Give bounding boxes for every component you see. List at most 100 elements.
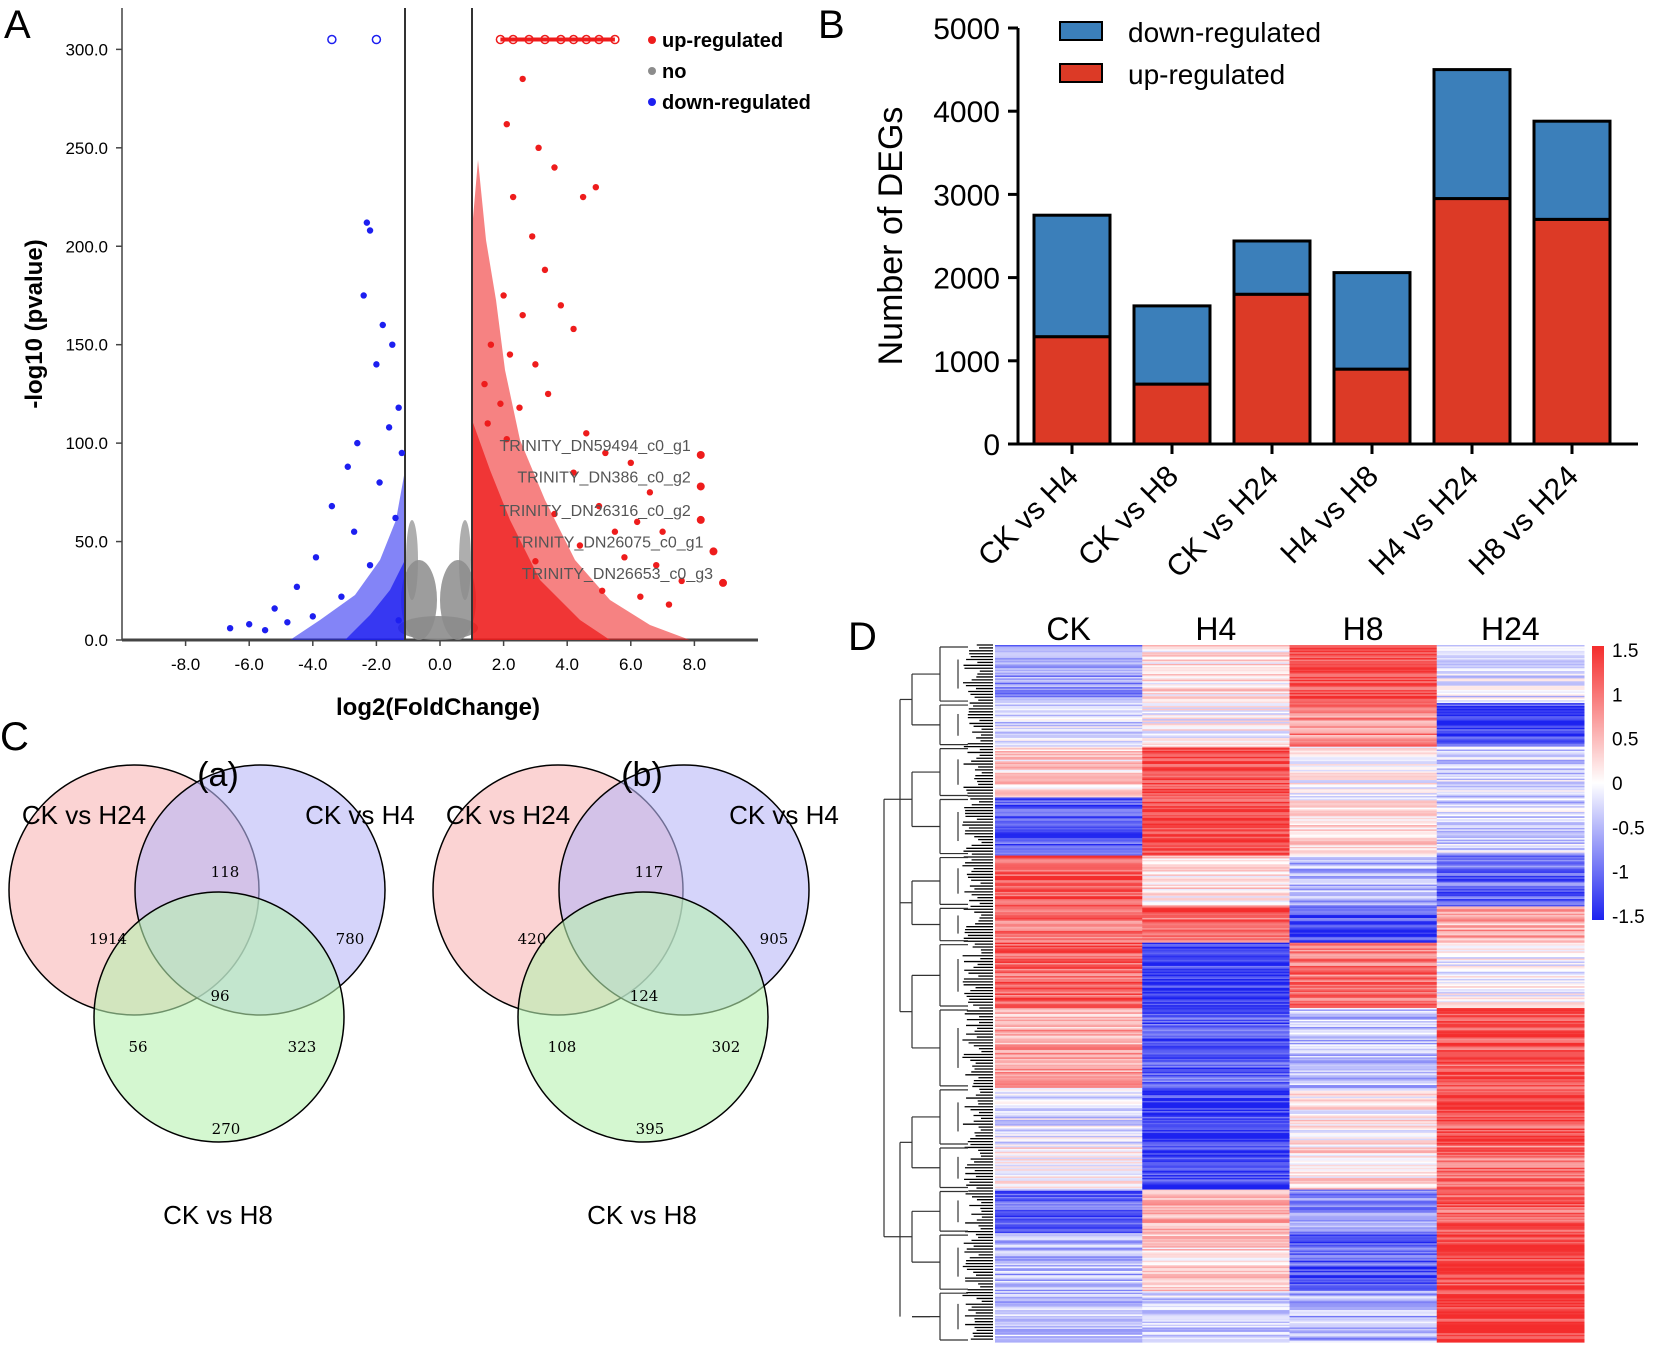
- heatmap-cell: [1142, 1157, 1290, 1160]
- heatmap-cell: [1436, 852, 1585, 855]
- heatmap-cell: [995, 906, 1143, 909]
- heatmap-cell: [995, 1220, 1143, 1223]
- heatmap-cell: [1142, 1013, 1290, 1016]
- legend-no-label: no: [662, 61, 686, 83]
- heatmap-cell: [1436, 954, 1585, 957]
- heatmap-cell: [995, 1053, 1143, 1056]
- capped-up-point: [540, 34, 550, 45]
- up-point: [627, 459, 634, 467]
- heatmap-cell: [1289, 1028, 1438, 1031]
- heatmap-cell: [1142, 928, 1290, 931]
- heatmap-cell: [1289, 796, 1438, 799]
- heatmap-cell: [1142, 1308, 1290, 1311]
- heatmap-cell: [1289, 1106, 1438, 1109]
- heatmap-cell: [1436, 899, 1585, 902]
- heatmap-cell: [1436, 1189, 1585, 1192]
- heatmap-cell: [1289, 707, 1438, 710]
- heatmap-cell: [1142, 759, 1290, 762]
- heatmap-cell: [1289, 1173, 1438, 1176]
- heatmap-cell: [1142, 1315, 1290, 1318]
- heatmap-cell: [1436, 1108, 1585, 1111]
- heatmap-cell: [1436, 1276, 1585, 1279]
- heatmap-cell: [1289, 872, 1438, 876]
- heatmap-cell: [1289, 816, 1438, 819]
- heatmap-cell: [1436, 1042, 1585, 1045]
- heatmap-cell: [1142, 1143, 1290, 1146]
- heatmap-cell: [1289, 909, 1438, 912]
- heatmap-cell: [1142, 1111, 1290, 1114]
- heatmap-cell: [1142, 906, 1290, 909]
- heatmap-cell: [995, 846, 1143, 849]
- heatmap-cell: [1436, 771, 1585, 774]
- heatmap-cell: [995, 687, 1143, 690]
- bar-up-segment: [1432, 197, 1512, 446]
- heatmap-cell: [1436, 694, 1585, 697]
- heatmap-cell: [1436, 870, 1585, 873]
- heatmap-cell: [995, 842, 1143, 845]
- heatmap-cell: [1436, 1127, 1585, 1130]
- heatmap-cell: [1142, 723, 1290, 726]
- heatmap-cell: [1436, 1151, 1585, 1154]
- heatmap-cell: [1289, 1026, 1438, 1029]
- heatmap-cell: [995, 769, 1143, 772]
- heatmap-cell: [1289, 671, 1438, 674]
- heatmap-cell: [1289, 1211, 1438, 1214]
- heatmap-cell: [995, 1186, 1143, 1189]
- heatmap-cell: [995, 1163, 1143, 1166]
- heatmap-cell: [1289, 1269, 1438, 1272]
- heatmap-cell: [1436, 1235, 1585, 1239]
- heatmap-cell: [1289, 681, 1438, 684]
- heatmap-cell: [1142, 733, 1290, 736]
- heatmap-cell: [1142, 1038, 1290, 1041]
- heatmap-cell: [1436, 1125, 1585, 1128]
- heatmap-cell: [1436, 1314, 1585, 1317]
- heatmap-cell: [995, 1304, 1143, 1307]
- heatmap-cell: [1142, 714, 1290, 717]
- heatmap-cell: [995, 1241, 1143, 1244]
- venn-count: 270: [212, 1120, 241, 1138]
- heatmap-cell: [1436, 1330, 1585, 1333]
- heatmap-cell: [1289, 695, 1438, 698]
- heatmap-cell: [1436, 679, 1585, 682]
- heatmap-cell: [1142, 684, 1290, 687]
- heatmap-cell: [1289, 1074, 1438, 1077]
- heatmap-cell: [1436, 649, 1585, 652]
- heatmap-cell: [1142, 1227, 1290, 1230]
- heatmap-cell: [1142, 1082, 1290, 1085]
- heatmap-cell: [995, 785, 1143, 788]
- heatmap-cell: [1142, 1276, 1290, 1279]
- heatmap-cell: [1142, 971, 1290, 974]
- heatmap-cell: [1436, 981, 1585, 984]
- heatmap-cell: [1289, 708, 1438, 711]
- heatmap-cell: [1289, 1327, 1438, 1330]
- heatmap-cell: [995, 920, 1143, 923]
- heatmap-cell: [1436, 1315, 1585, 1318]
- heatmap-cell: [995, 1010, 1143, 1013]
- bar-ytick-label: 1000: [933, 346, 1000, 379]
- down-point: [246, 621, 253, 628]
- heatmap-panel: CK H4 H8 H24 1.510.50-0.5-1-1.5: [883, 611, 1645, 1343]
- heatmap-cell: [1142, 1131, 1290, 1134]
- heatmap-cell: [1142, 862, 1290, 865]
- heatmap-cell: [1436, 1044, 1585, 1047]
- heatmap-cell: [1436, 1262, 1585, 1265]
- heatmap-cell: [1436, 687, 1585, 690]
- heatmap-cell: [995, 974, 1143, 977]
- heatmap-cell: [1142, 1148, 1290, 1151]
- heatmap-cell: [995, 653, 1143, 656]
- heatmap-cell: [1289, 829, 1438, 832]
- heatmap-cell: [1289, 742, 1438, 745]
- heatmap-cell: [995, 669, 1143, 672]
- heatmap-cell: [1142, 758, 1290, 761]
- heatmap-cell: [995, 732, 1143, 735]
- heatmap-cell: [995, 1047, 1143, 1050]
- heatmap-cell: [1436, 676, 1585, 679]
- heatmap-cell: [1289, 724, 1438, 727]
- heatmap-cell: [1436, 1131, 1585, 1134]
- heatmap-cell: [1142, 658, 1290, 661]
- heatmap-cell: [1142, 1125, 1290, 1128]
- heatmap-cell: [1289, 875, 1438, 878]
- heatmap-cell: [1289, 827, 1438, 831]
- heatmap-cell: [995, 926, 1143, 929]
- heatmap-cell: [1289, 1221, 1438, 1224]
